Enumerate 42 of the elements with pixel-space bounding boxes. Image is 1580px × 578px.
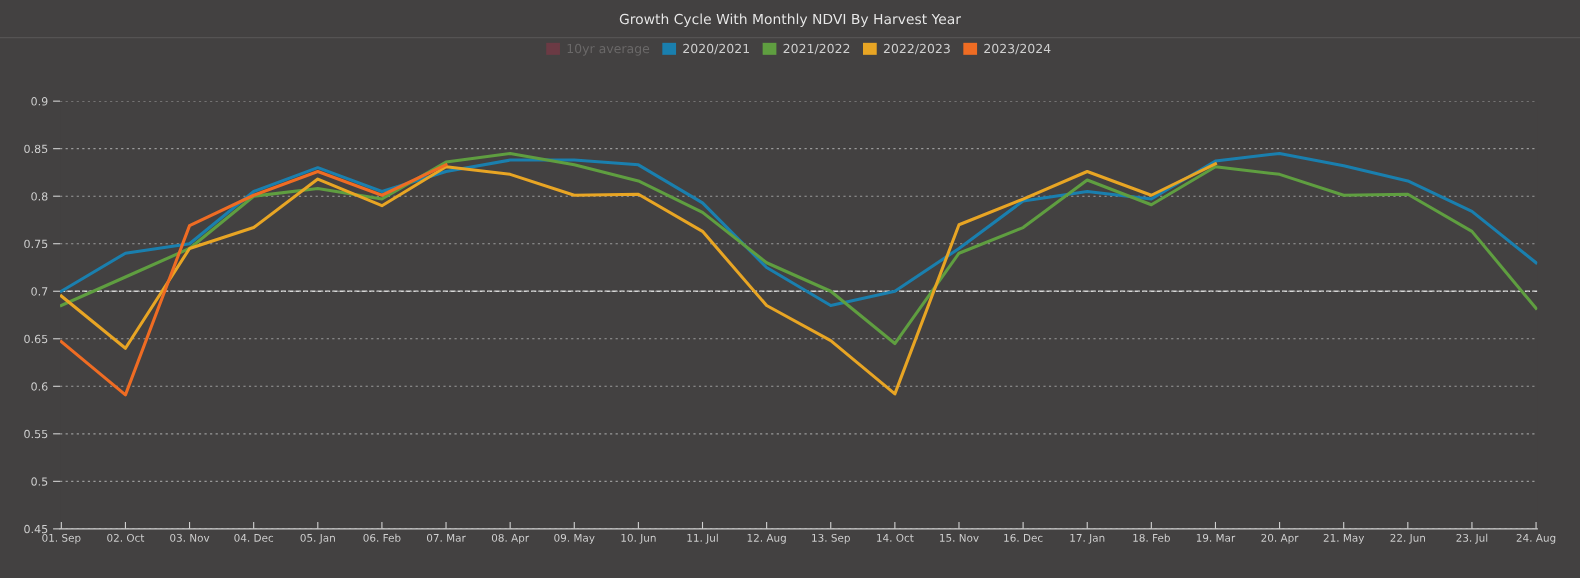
- x-tick-label: 24. Aug: [1516, 533, 1556, 544]
- x-tick-label: 11. Jul: [687, 533, 718, 544]
- y-tick-label: 0.75: [24, 239, 48, 249]
- x-tick-label: 13. Sep: [812, 533, 850, 544]
- y-tick-label: 0.6: [31, 382, 48, 391]
- x-tick-label: 05. Jan: [300, 533, 335, 544]
- chart-title: Growth Cycle With Monthly NDVI By Harvest Year: [619, 13, 961, 27]
- y-tick-label: 0.65: [24, 334, 48, 344]
- line-series: [60, 151, 1538, 346]
- legend-label: 2022/2023: [883, 43, 950, 55]
- legend-label: 2021/2022: [783, 43, 850, 55]
- x-tick-label: 19. Mar: [1196, 533, 1236, 542]
- x-tick-label: 17. Jan: [1070, 534, 1105, 544]
- y-tick-label: 0.8: [31, 192, 48, 201]
- x-tick-label: 20. Apr: [1261, 533, 1299, 544]
- x-tick-label: 01. Sep: [42, 533, 81, 544]
- y-tick-label: 0.9: [31, 97, 48, 106]
- legend-label: 2023/2024: [984, 43, 1051, 55]
- x-tick-label: 07. Mar: [426, 533, 466, 542]
- x-tick-label: 03. Nov: [170, 533, 210, 542]
- y-tick-label: 0.55: [24, 429, 48, 439]
- y-tick-label: 0.5: [31, 477, 48, 486]
- x-tick-label: 04. Dec: [234, 533, 274, 542]
- x-tick-label: 06. Feb: [363, 533, 401, 542]
- legend-label: 2020/2021: [683, 43, 749, 55]
- x-tick-label: 16. Dec: [1004, 533, 1043, 542]
- line-series: [60, 163, 448, 397]
- x-tick-label: 14. Oct: [877, 533, 914, 542]
- x-tick-label: 23. Jul: [1456, 533, 1488, 544]
- y-tick-label: 0.7: [31, 287, 48, 296]
- x-tick-label: 18. Feb: [1133, 533, 1170, 542]
- x-tick-label: 12. Aug: [747, 533, 786, 544]
- x-tick-label: 08. Apr: [491, 533, 530, 544]
- x-tick-label: 15. Nov: [940, 534, 979, 542]
- line-series: [60, 162, 1217, 396]
- x-tick-label: 21. May: [1323, 533, 1365, 544]
- x-tick-label: 10. Jun: [621, 533, 656, 544]
- x-tick-label: 09. May: [554, 533, 595, 544]
- x-tick-label: 22. Jun: [1390, 533, 1426, 544]
- x-tick-label: 02. Oct: [107, 533, 145, 542]
- y-tick-label: 0.45: [24, 524, 48, 534]
- y-tick-label: 0.85: [24, 144, 48, 154]
